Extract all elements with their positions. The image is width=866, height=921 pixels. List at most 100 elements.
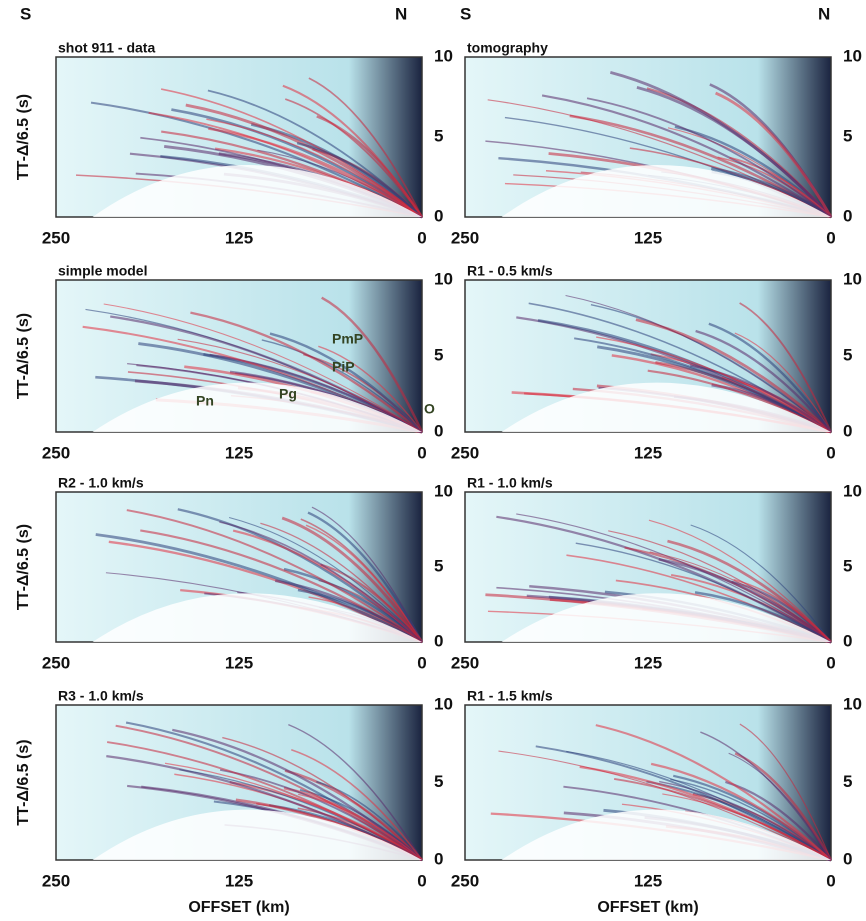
panel-title: R2 - 1.0 km/s bbox=[58, 475, 144, 491]
seismic-arrival bbox=[297, 793, 423, 861]
seismic-arrival bbox=[269, 332, 423, 433]
shadow-zone bbox=[56, 593, 422, 642]
seismic-arrival bbox=[316, 780, 423, 861]
x-tick-label: 250 bbox=[42, 443, 70, 462]
y-tick-label: 0 bbox=[843, 421, 852, 440]
x-axis-label: OFFSET (km) bbox=[597, 899, 698, 916]
y-tick-label: 10 bbox=[434, 694, 453, 713]
seismic-arrival bbox=[729, 156, 832, 218]
y-tick-label: 10 bbox=[434, 46, 453, 65]
seismic-arrival bbox=[648, 519, 832, 643]
direction-label: N bbox=[818, 4, 830, 23]
direction-label: S bbox=[460, 4, 471, 23]
y-axis-label: TT-Δ/6.5 (s) bbox=[15, 313, 32, 399]
seismic-arrival bbox=[219, 521, 423, 643]
y-tick-label: 5 bbox=[843, 345, 852, 364]
seismic-arrival bbox=[126, 509, 423, 643]
seismic-arrival bbox=[700, 731, 832, 861]
seismic-arrival bbox=[667, 539, 832, 643]
seismic-arrival bbox=[95, 533, 423, 644]
y-tick-label: 0 bbox=[434, 206, 443, 225]
direction-label: N bbox=[395, 4, 407, 23]
x-tick-label: 0 bbox=[417, 871, 426, 890]
x-tick-label: 0 bbox=[417, 443, 426, 462]
y-tick-label: 10 bbox=[434, 269, 453, 288]
x-tick-label: 125 bbox=[634, 228, 662, 247]
shadow-zone bbox=[56, 165, 422, 217]
y-tick-label: 5 bbox=[434, 126, 443, 145]
seismic-arrival bbox=[288, 723, 423, 861]
seismic-arrival bbox=[613, 778, 832, 861]
shadow-zone bbox=[56, 382, 422, 432]
x-tick-label: 125 bbox=[634, 653, 662, 672]
seismic-arrival bbox=[498, 750, 832, 861]
y-axis-label: TT-Δ/6.5 (s) bbox=[15, 94, 32, 180]
seismic-arrival bbox=[650, 762, 832, 861]
y-tick-label: 5 bbox=[843, 126, 852, 145]
seismic-arrival bbox=[103, 303, 423, 433]
y-tick-label: 0 bbox=[434, 849, 443, 868]
y-tick-label: 10 bbox=[843, 481, 862, 500]
seismic-arrival bbox=[190, 311, 423, 433]
y-tick-label: 0 bbox=[434, 631, 443, 650]
y-tick-label: 5 bbox=[434, 772, 443, 791]
seismic-arrival bbox=[284, 98, 423, 218]
seismic-arrival bbox=[695, 329, 832, 433]
seismic-arrival bbox=[566, 750, 832, 861]
shadow-zone bbox=[465, 593, 831, 642]
x-tick-label: 0 bbox=[826, 228, 835, 247]
x-tick-label: 125 bbox=[225, 653, 253, 672]
x-tick-label: 0 bbox=[826, 871, 835, 890]
x-tick-label: 125 bbox=[634, 443, 662, 462]
seismic-arrival bbox=[708, 322, 832, 433]
y-tick-label: 0 bbox=[843, 849, 852, 868]
seismic-arrival bbox=[711, 166, 832, 219]
seismic-arrival bbox=[307, 511, 424, 643]
y-tick-label: 0 bbox=[434, 421, 443, 440]
shadow-zone bbox=[465, 382, 831, 432]
x-tick-label: 125 bbox=[225, 443, 253, 462]
y-tick-label: 5 bbox=[434, 556, 443, 575]
seismic-arrival bbox=[296, 142, 423, 218]
seismic-arrival bbox=[715, 91, 833, 218]
panel-title: R1 - 1.0 km/s bbox=[467, 475, 553, 491]
seismic-arrival bbox=[586, 97, 832, 218]
x-tick-label: 125 bbox=[634, 871, 662, 890]
x-tick-label: 0 bbox=[826, 653, 835, 672]
panel-title: shot 911 - data bbox=[58, 40, 155, 56]
seismic-arrival bbox=[222, 736, 423, 861]
shadow-zone bbox=[465, 809, 831, 860]
seismic-arrival bbox=[208, 127, 423, 218]
seismic-arrival bbox=[516, 513, 832, 643]
x-axis-label: OFFSET (km) bbox=[188, 899, 289, 916]
y-tick-label: 10 bbox=[843, 269, 862, 288]
x-tick-label: 0 bbox=[417, 653, 426, 672]
x-tick-label: 250 bbox=[451, 228, 479, 247]
seismic-arrival bbox=[635, 318, 832, 434]
seismic-arrival bbox=[172, 728, 423, 861]
x-tick-label: 250 bbox=[451, 443, 479, 462]
seismic-arrival bbox=[177, 338, 423, 433]
panel-title: R1 - 0.5 km/s bbox=[467, 263, 553, 279]
x-tick-label: 250 bbox=[451, 653, 479, 672]
y-axis-label: TT-Δ/6.5 (s) bbox=[15, 524, 32, 610]
seismic-arrival bbox=[228, 516, 423, 643]
y-tick-label: 0 bbox=[843, 206, 852, 225]
seismic-arrival bbox=[90, 101, 423, 218]
seismic-arrival bbox=[106, 741, 423, 861]
seismic-arrival bbox=[739, 723, 832, 861]
x-tick-label: 250 bbox=[42, 228, 70, 247]
shadow-zone bbox=[56, 809, 422, 860]
phase-label: PiP bbox=[332, 359, 355, 375]
x-tick-label: 125 bbox=[225, 228, 253, 247]
y-tick-label: 5 bbox=[843, 556, 852, 575]
panel-title: simple model bbox=[58, 263, 147, 279]
shadow-zone bbox=[465, 165, 831, 217]
seismic-arrival bbox=[291, 748, 423, 861]
seismic-arrival bbox=[739, 302, 832, 433]
y-tick-label: 5 bbox=[843, 772, 852, 791]
seismic-arrival bbox=[575, 542, 832, 643]
phase-label: Pg bbox=[279, 386, 297, 402]
seismic-arrival bbox=[316, 115, 424, 218]
y-tick-label: 10 bbox=[843, 694, 862, 713]
